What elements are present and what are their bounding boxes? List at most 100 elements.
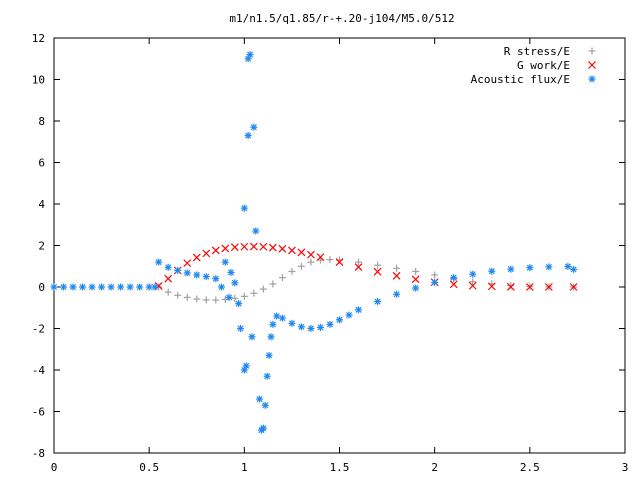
x-tick-label: 1.5 [330,461,350,474]
data-point [469,270,477,278]
data-point [469,278,477,286]
data-point [164,274,173,283]
data-point [244,132,252,140]
x-tick-label: 2.5 [520,461,540,474]
data-marks [50,51,578,434]
data-point [393,290,401,298]
data-point [174,266,182,274]
data-point [307,250,315,259]
data-point [242,362,250,370]
data-point [259,242,268,251]
data-point [235,300,243,308]
data-point [250,289,258,297]
y-tick-label: -2 [32,323,45,336]
data-point [431,278,439,286]
data-point [335,258,344,267]
data-point [269,280,277,288]
data-point [107,283,115,291]
data-point [374,261,382,269]
data-point [240,242,249,251]
data-point [273,312,281,320]
legend-marker [588,75,596,83]
y-tick-label: 0 [38,281,45,294]
data-point [98,283,106,291]
data-point [526,264,534,272]
data-point [246,51,254,59]
data-point [256,395,264,403]
data-point [355,306,363,314]
y-tick-label: -8 [32,447,45,460]
data-point [193,295,201,303]
data-point [69,283,77,291]
data-point [450,274,458,282]
data-point [525,283,534,291]
data-point [487,282,496,291]
data-point [217,283,225,291]
data-point [193,271,201,279]
data-point [164,263,172,271]
data-point [202,249,211,258]
data-point [227,268,235,276]
data-point [269,320,277,328]
data-point [268,243,277,252]
data-point [468,281,477,290]
data-point [393,264,401,272]
data-point [288,319,296,327]
data-point [297,262,305,270]
data-point [316,253,325,262]
data-point [431,271,439,279]
data-point [192,253,201,262]
data-point [326,256,334,264]
data-point [297,323,305,331]
series-1 [154,242,578,291]
data-point [307,258,315,266]
data-point [373,267,382,276]
x-tick-label: 0 [51,461,58,474]
data-point [507,265,515,273]
data-point [136,283,144,291]
data-point [50,283,58,291]
data-point [307,325,315,332]
plot-frame [53,37,626,454]
data-point [392,271,401,280]
data-point [221,258,229,266]
data-point [267,333,275,341]
data-point [570,265,578,273]
data-point [79,283,87,291]
data-point [326,320,334,328]
data-point [183,259,192,268]
y-tick-label: 12 [32,32,45,45]
data-point [263,372,271,380]
legend-label: G work/E [517,59,570,72]
data-point [412,267,420,275]
data-point [316,323,324,331]
data-point [248,333,256,341]
data-point [221,244,230,253]
y-tick-label: -4 [32,364,46,377]
y-tick-label: -6 [32,406,45,419]
y-tick-label: 2 [38,240,45,253]
data-point [278,274,286,282]
y-tick-label: 4 [38,198,45,211]
data-point [250,123,258,131]
data-point [174,291,182,299]
data-point [60,283,68,291]
data-point [411,275,420,284]
data-point [212,296,220,304]
data-point [202,296,210,304]
data-point [126,283,134,291]
data-point [249,242,258,251]
data-point [88,283,96,291]
data-point [507,282,515,290]
data-point [297,248,306,257]
data-point [240,292,248,300]
data-point [211,246,220,255]
x-tick-label: 2 [431,461,438,474]
y-tick-label: 6 [38,157,45,170]
data-point [374,298,382,306]
chart-title: m1/n1.5/q1.85/r-+.20-j104/M5.0/512 [229,12,454,25]
data-point [237,325,245,332]
legend-label: R stress/E [504,45,570,58]
data-point [183,269,191,277]
data-point [117,283,125,291]
